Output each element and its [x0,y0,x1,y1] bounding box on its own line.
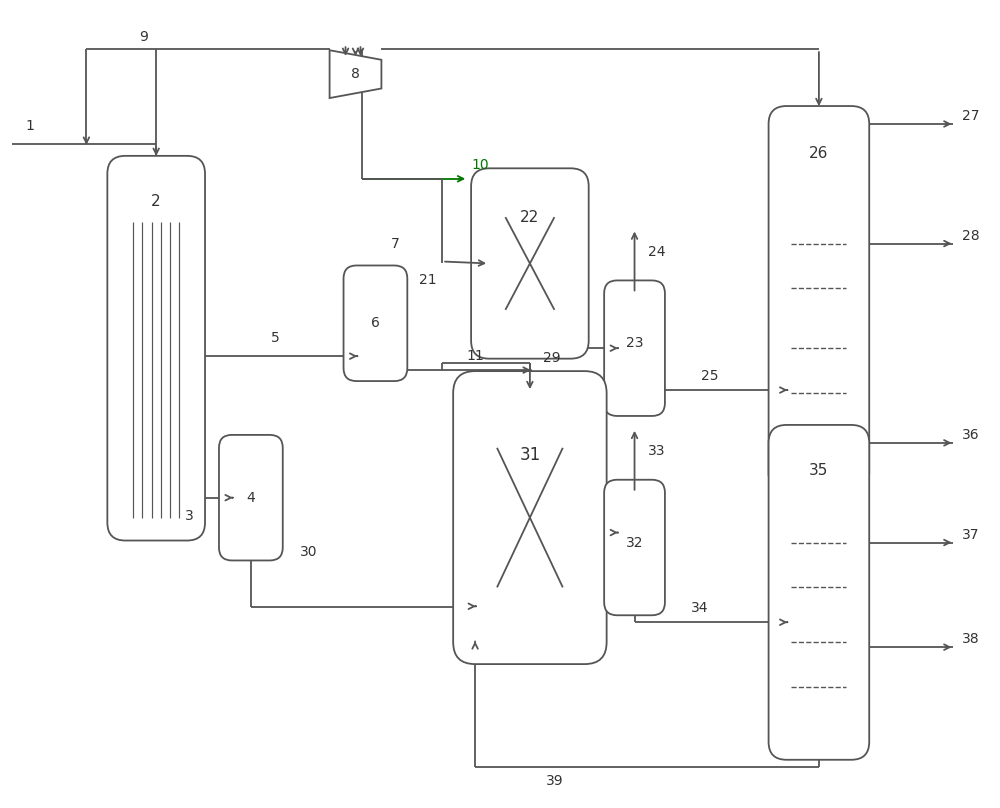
Text: 1: 1 [25,119,34,133]
Text: 3: 3 [185,508,193,523]
Text: 10: 10 [471,158,489,172]
Text: 5: 5 [271,331,280,345]
FancyBboxPatch shape [107,156,205,541]
Text: 8: 8 [351,67,360,81]
Text: 21: 21 [419,273,437,288]
Text: 22: 22 [520,209,540,225]
Text: 26: 26 [809,146,829,162]
Text: 36: 36 [962,428,979,442]
FancyBboxPatch shape [604,280,665,416]
Text: 31: 31 [519,446,541,465]
FancyBboxPatch shape [769,425,869,760]
Polygon shape [330,50,381,98]
Text: 27: 27 [962,109,979,123]
Text: 37: 37 [962,528,979,541]
FancyBboxPatch shape [604,480,665,615]
FancyBboxPatch shape [219,435,283,561]
Text: 23: 23 [626,336,643,350]
FancyBboxPatch shape [769,106,869,490]
Text: 32: 32 [626,536,643,549]
Text: 7: 7 [391,237,400,250]
Text: 9: 9 [139,30,148,44]
Text: 39: 39 [546,774,564,788]
Text: 28: 28 [962,229,979,242]
Text: 2: 2 [151,194,161,209]
Text: 4: 4 [246,490,255,505]
Text: 30: 30 [300,545,317,559]
Text: 34: 34 [691,601,708,616]
Text: 33: 33 [648,444,665,458]
Text: 35: 35 [809,463,829,478]
Text: 6: 6 [371,316,380,330]
FancyBboxPatch shape [471,168,589,359]
FancyBboxPatch shape [344,266,407,381]
Text: 38: 38 [962,632,979,646]
Text: 29: 29 [543,351,561,365]
Text: 24: 24 [648,245,665,259]
Text: 11: 11 [466,349,484,363]
Text: 25: 25 [701,369,718,383]
FancyBboxPatch shape [453,371,607,664]
